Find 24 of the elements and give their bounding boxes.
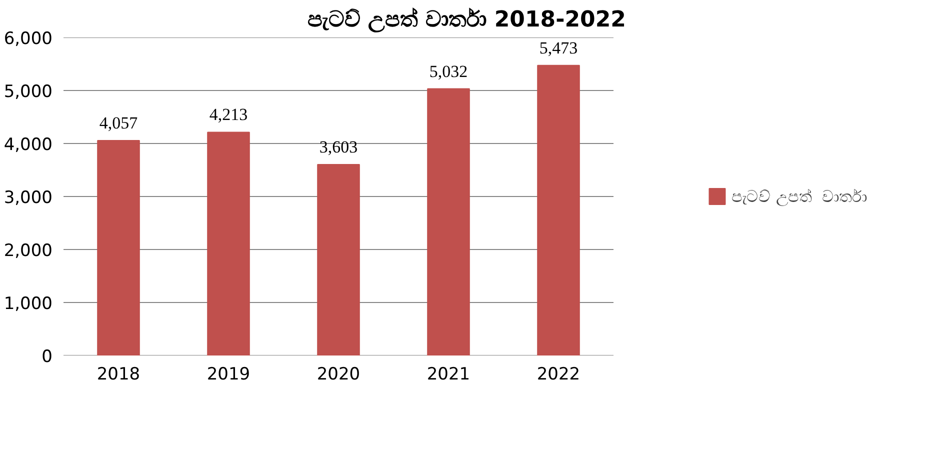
y-tick-label: 5,000 <box>4 82 53 102</box>
bar <box>97 140 140 356</box>
y-tick-label: 0 <box>42 347 53 367</box>
chart-title: පැටව් උපත් වාර්තා 2018-2022 <box>307 6 626 34</box>
y-tick-label: 1,000 <box>4 294 53 314</box>
bar <box>537 64 580 356</box>
y-tick-label: 6,000 <box>4 29 53 49</box>
x-tick-label: 2022 <box>536 364 580 384</box>
x-tick-label: 2018 <box>96 364 140 384</box>
legend-label: පැටව් උපත් වාර්තා <box>732 186 867 206</box>
x-tick-label: 2019 <box>206 364 250 384</box>
y-tick-label: 4,000 <box>4 135 53 155</box>
bar <box>427 88 470 356</box>
text: 3,603 <box>319 138 358 157</box>
bar <box>317 164 360 356</box>
bar <box>207 132 250 356</box>
text: 5,473 <box>539 38 578 58</box>
x-tick-label: 2021 <box>426 364 470 384</box>
y-tick-label: 3,000 <box>4 188 53 208</box>
x-tick-label: 2020 <box>316 364 360 384</box>
y-tick-label: 2,000 <box>4 241 53 261</box>
text: 4,213 <box>209 105 248 124</box>
text: 4,057 <box>99 113 138 132</box>
text: 5,032 <box>429 62 468 81</box>
